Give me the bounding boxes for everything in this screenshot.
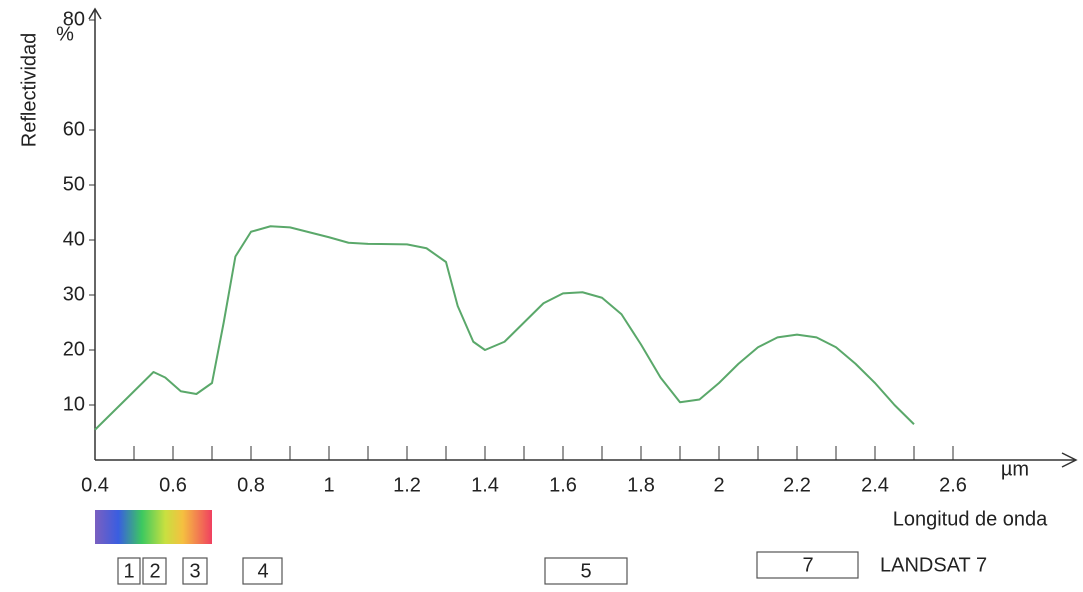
x-tick-label: 2.2 — [783, 474, 811, 496]
x-tick-label: 2.4 — [861, 474, 889, 496]
x-tick-label: 1 — [323, 474, 334, 496]
band-label: 5 — [580, 560, 591, 582]
band-box — [182, 557, 208, 585]
y-tick-label: 50 — [63, 173, 85, 195]
x-tick-label: 1.2 — [393, 474, 421, 496]
y-tick-label: 30 — [63, 283, 85, 305]
band-label: 4 — [257, 560, 268, 582]
y-tick-label: 40 — [63, 228, 85, 250]
x-tick-label: 2 — [713, 474, 724, 496]
x-tick-label: 1.8 — [627, 474, 655, 496]
band-box — [242, 557, 283, 585]
reflectance-curve — [94, 225, 915, 431]
band-box — [142, 557, 167, 585]
x-tick-label: 2.6 — [939, 474, 967, 496]
x-tick-label: 1.6 — [549, 474, 577, 496]
sensor-label: LANDSAT 7 — [880, 554, 987, 576]
visible-spectrum — [95, 510, 212, 544]
band-box — [117, 557, 141, 585]
y-axis-arrow — [88, 7, 102, 20]
x-axis-label: Longitud de onda — [893, 508, 1048, 530]
y-tick-label: 10 — [63, 393, 85, 415]
band-boxes: 1 2 3 4 5 7 LANDSAT 7 — [117, 551, 987, 585]
x-tick-label: 0.6 — [159, 474, 187, 496]
y-tick-label: 60 — [63, 118, 85, 140]
band-label: 7 — [802, 554, 813, 576]
x-tick-label: 0.8 — [237, 474, 265, 496]
x-unit: µm — [1001, 458, 1029, 480]
x-tick-label: 1.4 — [471, 474, 499, 496]
x-axis-arrow — [1061, 452, 1078, 468]
y-axis-label: Reflectividad — [18, 33, 40, 148]
band-label: 1 — [123, 560, 134, 582]
band-label: 2 — [149, 560, 160, 582]
y-unit: % — [56, 23, 74, 45]
band-label: 3 — [189, 560, 200, 582]
band-box — [544, 557, 628, 585]
x-tick-label: 0.4 — [81, 474, 109, 496]
y-tick-label: 80 — [63, 8, 85, 30]
band-box — [756, 551, 859, 579]
y-tick-label: 20 — [63, 338, 85, 360]
